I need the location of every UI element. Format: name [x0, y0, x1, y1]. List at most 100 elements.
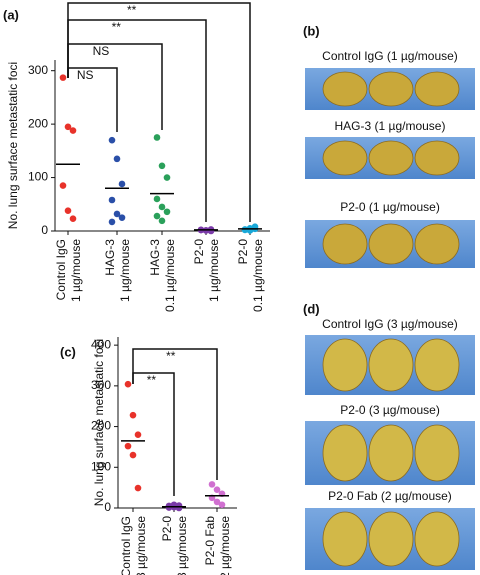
data-point: [153, 212, 161, 220]
photo-caption: HAG-3 (1 µg/mouse): [335, 119, 446, 133]
data-point: [118, 180, 126, 188]
photo-caption: Control IgG (3 µg/mouse): [322, 317, 458, 331]
data-point: [113, 210, 121, 218]
panel-label: (b): [303, 23, 320, 38]
data-point: [59, 182, 67, 189]
data-point: [153, 134, 161, 141]
lung: [322, 223, 368, 265]
data-point: [208, 481, 216, 488]
lung: [414, 511, 460, 567]
data-point: [134, 431, 142, 439]
y-tick-label: 0: [41, 223, 48, 237]
x-tick-label: HAG-3: [148, 239, 162, 276]
data-point: [124, 380, 132, 388]
data-point: [163, 208, 171, 216]
x-tick-label: Control IgG: [54, 239, 68, 300]
x-tick-label: 1 µg/mouse: [207, 239, 221, 302]
lung: [414, 338, 460, 392]
caption-bg: [313, 200, 467, 216]
x-tick-label: P2-0: [192, 239, 206, 265]
data-point: [113, 155, 121, 163]
significance-label: **: [112, 20, 122, 34]
significance-label: NS: [77, 68, 94, 82]
x-tick-label: P2-0 Fab: [203, 516, 217, 566]
significance-label: **: [127, 3, 137, 17]
caption-bg: [313, 317, 467, 333]
data-point: [207, 227, 215, 235]
y-tick-label: 100: [28, 170, 48, 184]
x-tick-label: 0.1 µg/mouse: [251, 239, 265, 312]
panel-label: (d): [303, 301, 320, 316]
data-point: [108, 196, 116, 204]
lung: [414, 424, 460, 482]
caption-bg: [313, 119, 467, 135]
lung: [368, 71, 414, 107]
data-point: [158, 217, 166, 225]
data-point: [158, 203, 166, 211]
data-point: [129, 451, 137, 459]
lung: [414, 223, 460, 265]
x-tick-label: 1 µg/mouse: [69, 239, 83, 302]
data-point: [64, 207, 72, 214]
significance-bracket: [132, 348, 218, 480]
data-point: [134, 484, 142, 492]
y-axis-label: No. lung surface metastatic foci: [6, 62, 20, 229]
significance-label: **: [147, 373, 157, 387]
data-point: [59, 74, 67, 81]
data-point: [153, 195, 161, 203]
lung: [322, 71, 368, 107]
lung: [368, 511, 414, 567]
photo-caption: Control IgG (1 µg/mouse): [322, 49, 458, 63]
lung: [414, 71, 460, 107]
data-point: [129, 411, 137, 419]
x-tick-label: P2-0: [160, 516, 174, 542]
photo-caption: P2-0 Fab (2 µg/mouse): [328, 489, 452, 503]
data-point: [213, 498, 221, 506]
lung: [368, 223, 414, 265]
x-tick-label: 0.1 µg/mouse: [163, 239, 177, 312]
significance-label: NS: [93, 44, 110, 58]
data-point: [69, 215, 77, 223]
x-tick-label: 3 µg/mouse: [175, 516, 189, 575]
data-point: [64, 123, 72, 131]
significance-label: **: [166, 349, 176, 363]
lung: [322, 140, 368, 176]
significance-bracket: [132, 372, 175, 496]
data-point: [69, 127, 77, 134]
x-tick-label: P2-0: [236, 239, 250, 265]
significance-bracket: [67, 2, 251, 222]
data-point: [218, 501, 226, 509]
x-tick-label: HAG-3: [103, 239, 117, 276]
y-tick-label: 200: [28, 116, 48, 130]
data-point: [163, 174, 171, 181]
lung: [368, 424, 414, 482]
data-point: [108, 136, 116, 144]
x-tick-label: 1 µg/mouse: [118, 239, 132, 302]
photo-caption: P2-0 (3 µg/mouse): [340, 403, 440, 417]
panel-label: (a): [3, 7, 19, 22]
y-tick-label: 100: [91, 459, 111, 473]
lung: [414, 140, 460, 176]
data-point: [213, 486, 221, 493]
lung: [322, 338, 368, 392]
data-point: [165, 502, 173, 510]
caption-bg: [313, 489, 467, 505]
y-tick-label: 300: [28, 63, 48, 77]
data-point: [124, 442, 132, 450]
y-tick-label: 300: [91, 378, 111, 392]
x-tick-label: 2 µg/mouse: [218, 516, 232, 575]
x-tick-label: 3 µg/mouse: [134, 516, 148, 575]
lung: [368, 140, 414, 176]
panel-label: (c): [60, 344, 76, 359]
data-point: [108, 218, 116, 226]
significance-bracket: [67, 19, 207, 222]
y-axis-label: No. lung surface metastatic foci: [92, 339, 106, 506]
significance-bracket: [67, 43, 163, 130]
y-tick-label: 400: [91, 337, 111, 351]
photo-caption: P2-0 (1 µg/mouse): [340, 200, 440, 214]
x-tick-label: Control IgG: [119, 516, 133, 575]
significance-bracket: [67, 67, 118, 132]
y-tick-label: 200: [91, 419, 111, 433]
data-point: [118, 214, 126, 221]
